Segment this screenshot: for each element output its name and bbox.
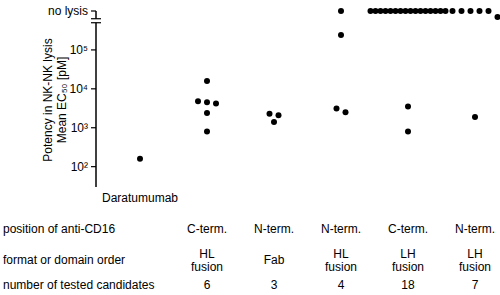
y-label-line: Potency in NK-NK lysis (41, 38, 55, 161)
point (450, 8, 456, 14)
row-cell: Fab (264, 253, 285, 267)
point (477, 8, 483, 14)
row-cell: 18 (401, 278, 415, 292)
y-axis-line (95, 11, 97, 187)
row-cell-line: HL (333, 247, 349, 261)
point (271, 119, 277, 125)
row-cell-line: fusion (459, 260, 491, 274)
y-tick (91, 166, 96, 167)
row-label: format or domain order (3, 253, 125, 267)
row-cell: N-term. (254, 222, 294, 236)
point (459, 8, 465, 14)
row-cell: HLfusion (191, 247, 223, 274)
y-tick-label: no lysis (48, 4, 88, 18)
row-cell: N-term. (321, 222, 361, 236)
row-label: position of anti-CD16 (3, 222, 115, 236)
row-cell: 3 (271, 278, 278, 292)
point (338, 8, 344, 14)
y-tick-label: 10⁵ (70, 43, 88, 57)
point (486, 8, 492, 14)
point (204, 78, 210, 84)
y-tick (91, 127, 96, 128)
point (468, 8, 474, 14)
row-cell: LHfusion (392, 247, 424, 274)
points (137, 8, 500, 162)
row-cell: N-term. (455, 222, 495, 236)
row-cell: HLfusion (325, 247, 357, 274)
axis-break (91, 18, 101, 19)
y-tick (91, 88, 96, 89)
row-cell: LHfusion (459, 247, 491, 274)
axis-break-gap (92, 19, 100, 23)
row-cell: C-term. (187, 222, 227, 236)
point (195, 98, 201, 104)
point (495, 14, 500, 20)
point (213, 100, 219, 106)
axis-break (91, 22, 101, 23)
point (137, 156, 143, 162)
point (443, 8, 449, 14)
chart: 10² 10³ 10⁴ 10⁵ no lysis Potency in NK-NK lys… (0, 0, 500, 295)
y-label: Potency in NK-NK lysisMean EC₅₀ [pM] (41, 38, 69, 161)
point (334, 106, 340, 112)
row-cell: 7 (472, 278, 479, 292)
x-tick-label: Daratumumab (102, 191, 178, 205)
point (405, 104, 411, 110)
row-cell: 4 (338, 278, 345, 292)
point (343, 109, 349, 115)
row-cell-line: fusion (191, 260, 223, 274)
row-cell-line: HL (199, 247, 215, 261)
point (472, 114, 478, 120)
row-label: number of tested candidates (3, 278, 154, 292)
y-tick (91, 49, 96, 50)
row-cell-line: fusion (392, 260, 424, 274)
point (405, 129, 411, 135)
point (267, 111, 273, 117)
y-tick (91, 10, 96, 11)
point (338, 32, 344, 38)
row-cell-line: LH (400, 247, 415, 261)
row-cell: C-term. (388, 222, 428, 236)
point (276, 112, 282, 118)
point (204, 99, 210, 105)
row-cell: 6 (204, 278, 211, 292)
point (204, 110, 210, 116)
row-cell-line: fusion (325, 260, 357, 274)
row-cell-line: LH (467, 247, 482, 261)
y-tick-label: 10² (71, 160, 88, 174)
y-tick-label: 10⁴ (69, 82, 88, 96)
y-label-line: Mean EC₅₀ [pM] (55, 57, 69, 144)
point (204, 129, 210, 135)
y-tick-label: 10³ (71, 121, 88, 135)
